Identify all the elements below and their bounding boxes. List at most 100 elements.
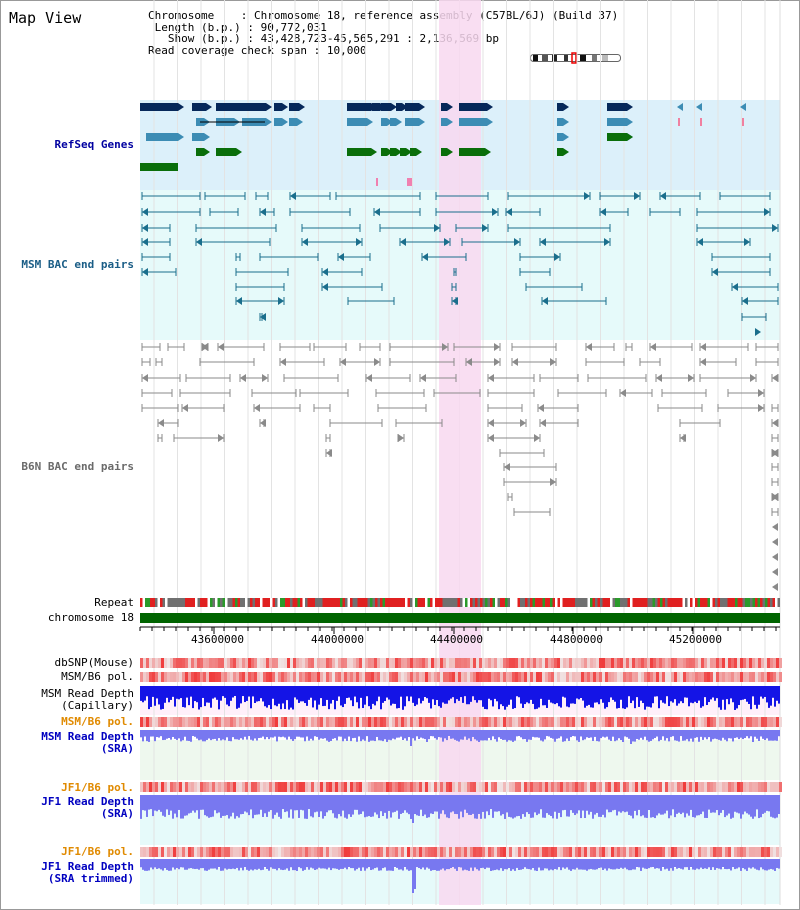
snp-mark: [700, 118, 702, 126]
depth-bar: [624, 795, 626, 813]
repeat-mark: [732, 598, 735, 607]
depth-bar: [374, 686, 376, 706]
pol-heat-cell: [398, 717, 401, 727]
depth-bar: [232, 795, 234, 813]
depth-bar: [668, 730, 670, 742]
pol-heat-cell: [761, 717, 764, 727]
bac-end-arrow: [772, 553, 778, 561]
pol-heat-cell: [317, 847, 320, 857]
pol-heat-cell: [737, 847, 740, 857]
pol-heat-cell: [551, 847, 554, 857]
depth-bar: [280, 795, 282, 819]
pol-heat-cell: [296, 782, 299, 792]
pol-heat-cell: [320, 782, 323, 792]
pol-heat-cell: [272, 672, 275, 682]
bac-end-arrow: [772, 449, 778, 457]
pol-heat-cell: [575, 672, 578, 682]
gene-feature: [274, 103, 282, 111]
depth-bar: [256, 859, 258, 870]
depth-bar: [270, 686, 272, 710]
depth-bar: [678, 795, 680, 813]
repeat-mark: [627, 598, 630, 607]
pol-heat-cell: [515, 717, 518, 727]
pol-heat-cell: [470, 717, 473, 727]
depth-bar: [476, 859, 478, 870]
repeat-mark: [620, 598, 623, 607]
depth-bar: [150, 859, 152, 868]
bac-end-arrow: [374, 208, 380, 216]
depth-bar: [154, 795, 156, 811]
depth-bar: [442, 859, 444, 869]
depth-bar: [546, 730, 548, 737]
depth-bar: [358, 795, 360, 815]
depth-bar: [756, 730, 758, 739]
pol-heat-cell: [182, 847, 185, 857]
depth-bar: [422, 686, 424, 701]
repeat-mark: [612, 598, 615, 607]
gene-feature: [381, 148, 387, 156]
repeat-mark: [597, 598, 600, 607]
pol-heat-cell: [218, 847, 221, 857]
depth-bar: [168, 795, 170, 815]
depth-bar: [206, 859, 208, 871]
depth-bar: [606, 686, 608, 708]
pol-heat-cell: [677, 782, 680, 792]
depth-bar: [566, 795, 568, 817]
pol-heat-cell: [530, 847, 533, 857]
repeat-mark: [557, 598, 560, 607]
depth-bar: [424, 686, 426, 698]
depth-bar: [746, 730, 748, 737]
depth-bar: [724, 859, 726, 870]
depth-bar: [256, 795, 258, 815]
repeat-mark: [230, 598, 233, 607]
pol-heat-cell: [422, 847, 425, 857]
pol-heat-cell: [644, 717, 647, 727]
depth-bar: [242, 859, 244, 871]
depth-bar: [448, 686, 450, 701]
depth-bar: [704, 686, 706, 698]
pol-heat-cell: [647, 672, 650, 682]
depth-bar: [756, 686, 758, 709]
depth-bar: [562, 795, 564, 811]
depth-bar: [606, 859, 608, 871]
dbsnp-heat-cell: [161, 658, 164, 668]
pol-heat-cell: [482, 782, 485, 792]
depth-bar: [572, 859, 574, 870]
dbsnp-heat-cell: [422, 658, 425, 668]
pol-heat-cell: [680, 847, 683, 857]
gene-strand-arrow: [627, 118, 633, 126]
depth-bar: [426, 686, 428, 699]
dbsnp-heat-cell: [263, 658, 266, 668]
pol-heat-cell: [614, 847, 617, 857]
chromosome-label: Chromosome: [148, 9, 215, 22]
depth-bar: [534, 730, 536, 738]
bac-end-arrow: [142, 224, 148, 232]
depth-bar: [616, 859, 618, 869]
depth-bar: [228, 730, 230, 741]
depth-bar: [544, 686, 546, 706]
depth-bar: [344, 795, 346, 818]
gene-feature: [400, 148, 406, 156]
pol-heat-cell: [299, 782, 302, 792]
depth-bar: [268, 795, 270, 812]
depth-bar: [426, 795, 428, 818]
dbsnp-heat-cell: [416, 658, 419, 668]
depth-bar: [748, 859, 750, 868]
depth-bar: [648, 795, 650, 811]
depth-bar: [392, 686, 394, 704]
depth-bar: [366, 686, 368, 697]
pol-heat-cell: [734, 847, 737, 857]
pol-heat-cell: [371, 847, 374, 857]
pol-heat-cell: [332, 717, 335, 727]
pol-heat-cell: [719, 672, 722, 682]
pol-heat-cell: [140, 782, 143, 792]
pol-heat-cell: [713, 847, 716, 857]
depth-bar: [434, 859, 436, 870]
depth-bar: [362, 795, 364, 812]
depth-bar: [560, 730, 562, 737]
pol-heat-cell: [560, 847, 563, 857]
dbsnp-heat-cell: [581, 658, 584, 668]
pol-heat-cell: [509, 782, 512, 792]
bac-end-arrow: [688, 374, 694, 382]
